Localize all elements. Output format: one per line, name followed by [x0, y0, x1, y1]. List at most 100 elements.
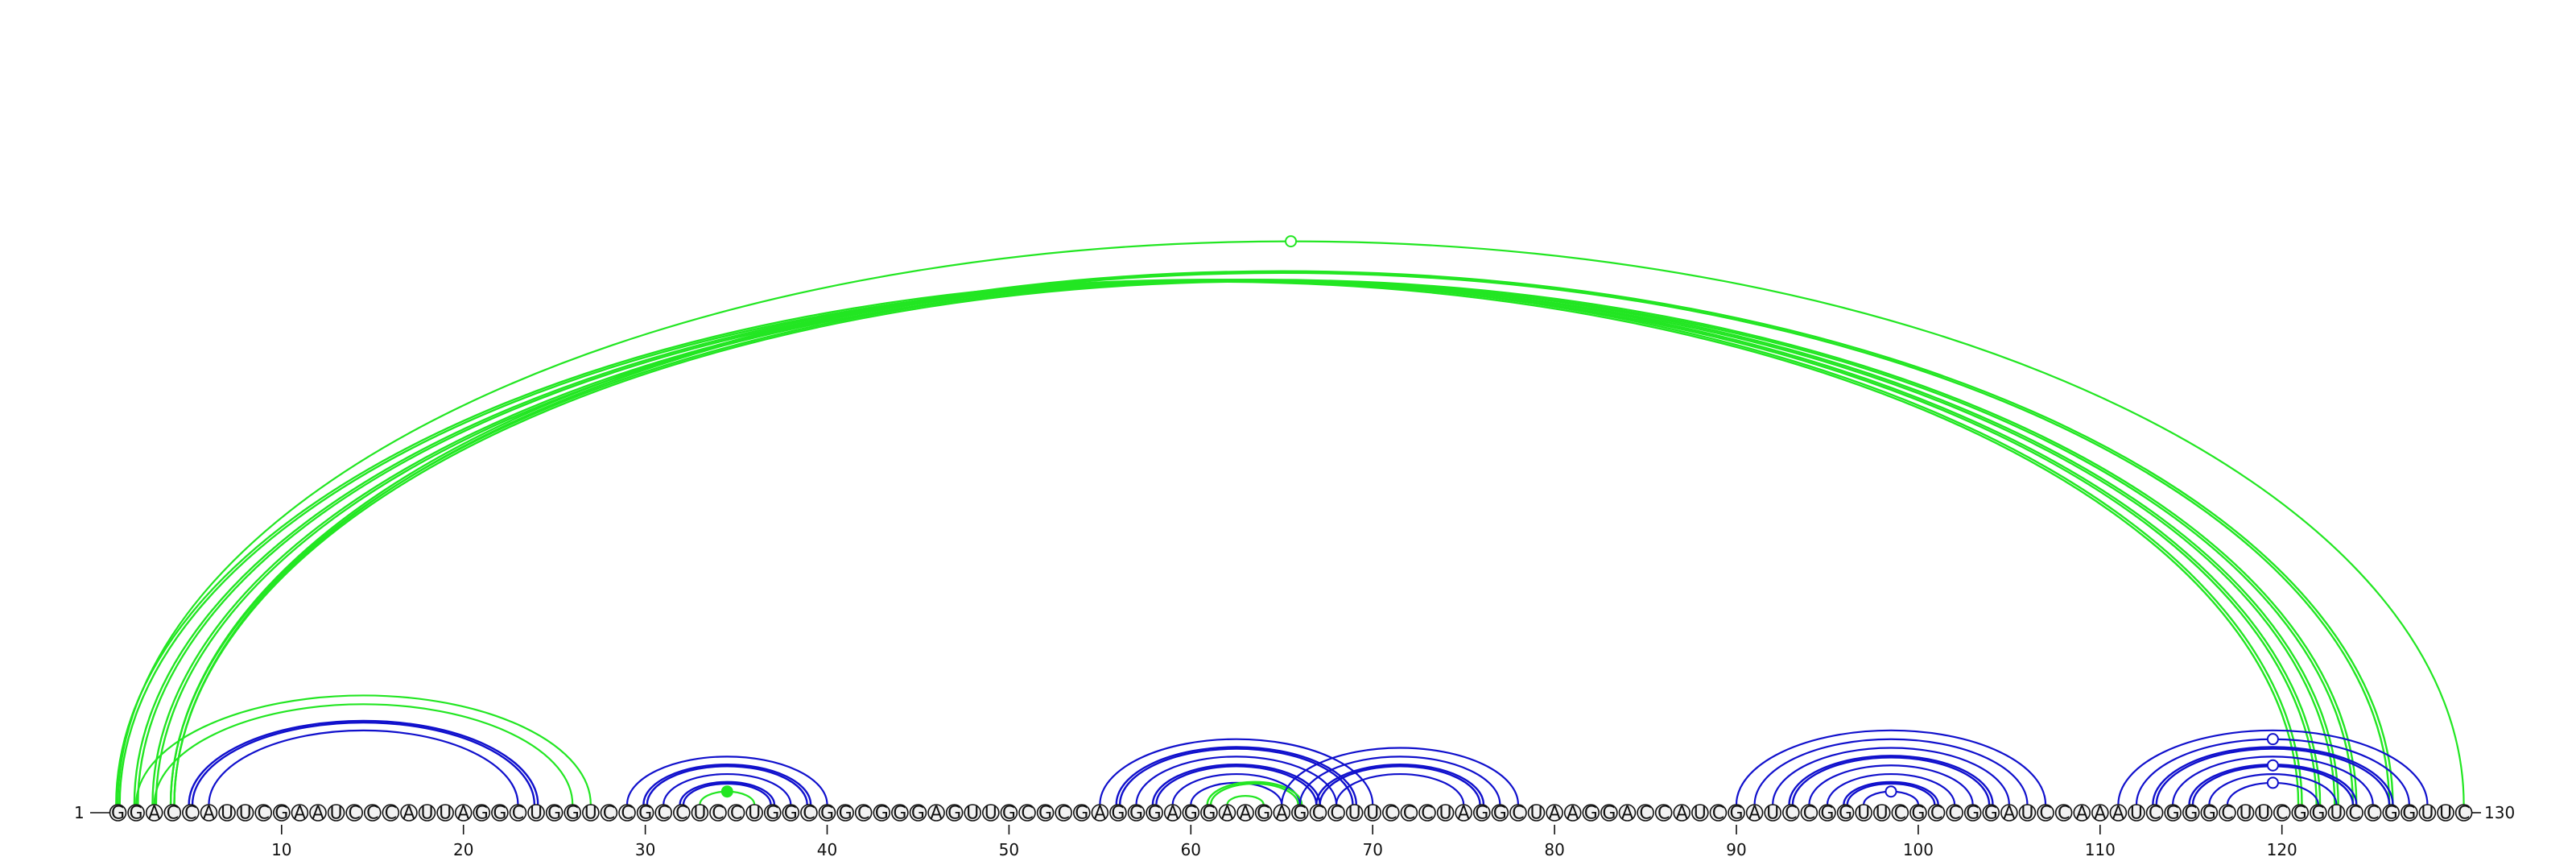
nucleotide-letter: C — [1021, 804, 1033, 824]
nucleotide-circle — [1163, 804, 1182, 822]
nucleotide-circle — [2128, 804, 2145, 822]
nucleotide-circle — [654, 804, 673, 822]
nucleotide: U — [691, 804, 709, 824]
nucleotide-circle — [964, 804, 982, 822]
nucleotide: C — [654, 804, 673, 824]
nucleotide-letter: A — [1676, 804, 1688, 824]
nucleotide: C — [509, 804, 527, 824]
nucleotide: G — [1254, 804, 1273, 824]
nucleotide-circle — [1091, 804, 1109, 822]
arc-stroke — [1788, 755, 1994, 805]
arc-68-75 — [1335, 772, 1465, 805]
nucleotide-circle — [2418, 804, 2437, 822]
arc-stroke — [1298, 756, 1501, 805]
nucleotide: G — [1200, 804, 1218, 824]
nucleotide-letter: C — [184, 804, 196, 824]
nucleotide-letter: U — [1530, 804, 1542, 824]
nucleotide: U — [1691, 804, 1709, 824]
nucleotide-circle — [1072, 804, 1091, 822]
nucleotide-letter: C — [2149, 804, 2161, 824]
nucleotide: U — [2418, 804, 2437, 824]
arc-90-107 — [1735, 729, 2047, 805]
arc-114-125 — [2172, 756, 2374, 805]
arc-stroke — [1808, 764, 1974, 805]
nucleotide: C — [1946, 804, 1963, 824]
nucleotide-circle — [1236, 804, 1254, 822]
nucleotide-circle — [836, 804, 854, 822]
nucleotide: A — [1745, 804, 1764, 824]
nucleotide: A — [1563, 804, 1582, 824]
tick-40: 40 — [817, 825, 837, 857]
nucleotide-circle — [2382, 804, 2401, 822]
nucleotide: G — [1127, 804, 1146, 824]
nucleotide: G — [1072, 804, 1091, 824]
nucleotide-circle — [491, 804, 509, 822]
nucleotide-letter: G — [1184, 804, 1198, 824]
nucleotide-letter: C — [675, 804, 687, 824]
arc-57-68 — [1135, 756, 1338, 805]
nucleotide: U — [2128, 804, 2145, 824]
tick-label: 90 — [1726, 840, 1746, 857]
arc-marker — [2266, 776, 2279, 789]
nucleotide: G — [1291, 804, 1309, 824]
nucleotide: G — [2200, 804, 2219, 824]
nucleotide-circle — [854, 804, 873, 822]
arc-stroke — [1319, 765, 1481, 805]
nucleotide-circle — [382, 804, 400, 822]
arc-stroke — [137, 280, 2318, 805]
nucleotide-letter: A — [312, 804, 324, 824]
nucleotide: G — [1982, 804, 2000, 824]
nucleotide-letter: C — [2058, 804, 2070, 824]
nucleotide: G — [1836, 804, 1855, 824]
nucleotide-circle — [418, 804, 436, 822]
nucleotide: U — [2437, 804, 2454, 824]
nucleotide-letter: C — [1657, 804, 1670, 824]
nucleotide-letter: C — [857, 804, 869, 824]
arc-111-128 — [2117, 729, 2429, 805]
nucleotide-circle — [363, 804, 382, 822]
nucleotide: G — [2164, 804, 2182, 824]
nucleotide: C — [1927, 804, 1946, 824]
tick-label: 110 — [2085, 840, 2116, 857]
arc-66-77 — [1298, 756, 1501, 805]
arc-61-66 — [1206, 780, 1303, 805]
arc-stroke — [2117, 729, 2429, 805]
arc-55-70 — [1099, 738, 1374, 805]
nucleotide-circle — [2291, 804, 2310, 822]
nucleotide: G — [545, 804, 564, 824]
nucleotide-letter: U — [1694, 804, 1707, 824]
arc-marker — [1285, 235, 1298, 248]
nucleotide-circle — [218, 804, 236, 822]
nucleotide: G — [1472, 804, 1491, 824]
nucleotide: A — [1218, 804, 1236, 824]
end-position-label: 130 — [2484, 803, 2515, 822]
nucleotide-circle — [800, 804, 818, 822]
nucleotide: C — [709, 804, 727, 824]
nucleotide-letter: G — [2311, 804, 2325, 824]
arc-stroke — [1209, 782, 1299, 805]
arc-117-122 — [2226, 776, 2319, 805]
arc-stroke — [642, 763, 812, 805]
nucleotide: U — [418, 804, 436, 824]
nucleotide-letter: C — [167, 804, 179, 824]
nucleotide-letter: C — [258, 804, 270, 824]
tick-110: 110 — [2085, 825, 2116, 857]
nucleotide: G — [273, 804, 291, 824]
nucleotide-letter: G — [947, 804, 961, 824]
nucleotide-circle — [2054, 804, 2073, 822]
nucleotide-circle — [1764, 804, 1781, 822]
nucleotide-letter: U — [439, 804, 452, 824]
nucleotide: G — [636, 804, 654, 824]
nucleotide-circle — [1436, 804, 1455, 822]
nucleotide-circle — [1909, 804, 1927, 822]
nucleotide: A — [1455, 804, 1472, 824]
nucleotide: C — [618, 804, 636, 824]
arc-stroke — [118, 280, 2300, 805]
arc-stroke — [134, 694, 592, 805]
nucleotide-circle — [2182, 804, 2200, 822]
nucleotide-circle — [436, 804, 454, 822]
arc-stroke — [153, 703, 574, 805]
nucleotide-circle — [509, 804, 527, 822]
nucleotide: C — [2346, 804, 2363, 824]
